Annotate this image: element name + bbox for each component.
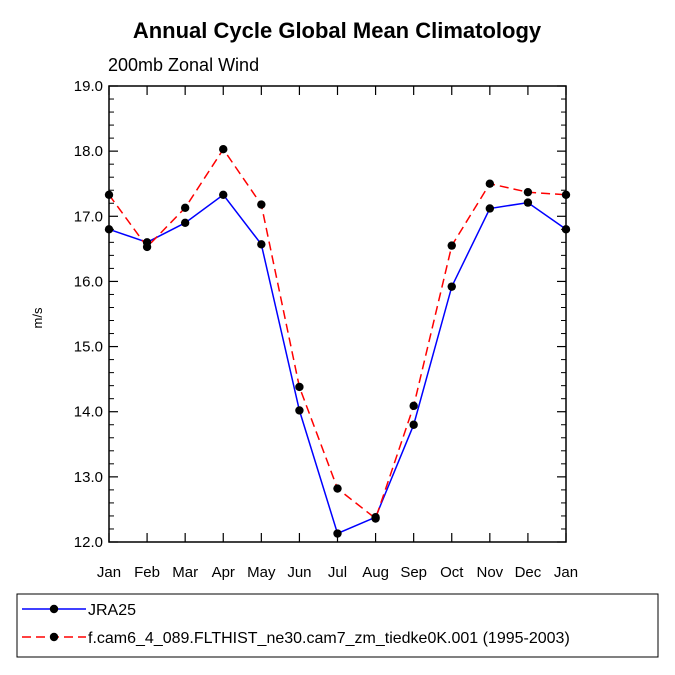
data-point-series-1 — [447, 282, 456, 291]
plot-area-border — [108, 85, 567, 543]
x-tick-label: Jan — [97, 564, 121, 581]
data-point-series-1 — [219, 190, 228, 199]
series-line-2 — [108, 147, 567, 520]
x-tick-label: Apr — [212, 564, 235, 581]
data-point-series-1 — [295, 406, 304, 415]
data-markers — [104, 144, 571, 538]
x-tick-label: Oct — [440, 564, 464, 581]
tick-labels: 12.0 13.0 14.0 15.0 16.0 17.0 18.0 19.0 Jan Feb Ma… — [74, 78, 578, 581]
y-tick-label: 13.0 — [74, 469, 103, 486]
x-tick-label: May — [247, 564, 276, 581]
data-point-series-1 — [257, 240, 266, 249]
data-point-series-2 — [180, 203, 190, 213]
data-point-series-2 — [333, 484, 342, 493]
data-point-series-2 — [257, 200, 266, 209]
legend-marker-series-2 — [49, 632, 59, 642]
data-point-series-2 — [409, 401, 418, 411]
y-tick-label: 12.0 — [74, 534, 103, 551]
y-tick-label: 15.0 — [74, 339, 103, 356]
axis-ticks — [108, 85, 567, 543]
y-tick-label: 18.0 — [74, 143, 103, 160]
data-point-series-2 — [485, 179, 495, 188]
x-tick-label: Sep — [400, 564, 427, 581]
data-point-series-2 — [219, 144, 228, 154]
data-point-series-1 — [180, 218, 190, 227]
series-line-1 — [108, 193, 567, 535]
legend-box — [16, 593, 659, 658]
x-tick-label: Jan — [554, 564, 578, 581]
y-tick-label: 17.0 — [74, 208, 103, 225]
legend-marker-series-1 — [49, 604, 59, 614]
x-tick-label: Jun — [287, 564, 311, 581]
data-point-series-1 — [523, 198, 533, 207]
y-tick-label: 19.0 — [74, 78, 103, 95]
legend-label-series-1: JRA25 — [88, 602, 136, 619]
series-lines — [108, 147, 567, 535]
legend-label-series-2: f.cam6_4_089.FLTHIST_ne30.cam7_zm_tiedke… — [88, 630, 570, 647]
y-axis-label: m/s — [30, 307, 45, 328]
chart-title: Annual Cycle Global Mean Climatology — [133, 18, 542, 43]
x-tick-label: Dec — [515, 564, 542, 581]
y-tick-label: 14.0 — [74, 404, 103, 421]
data-point-series-1 — [485, 204, 495, 213]
x-tick-label: Aug — [362, 564, 389, 581]
legend: JRA25 f.cam6_4_089.FLTHIST_ne30.cam7_zm_t… — [22, 602, 570, 647]
x-tick-label: Jul — [328, 564, 347, 581]
data-point-series-1 — [333, 529, 342, 538]
chart-subtitle: 200mb Zonal Wind — [108, 55, 259, 75]
y-tick-label: 16.0 — [74, 273, 103, 290]
data-point-series-2 — [523, 187, 533, 197]
data-point-series-2 — [295, 382, 304, 392]
data-point-series-2 — [371, 514, 380, 523]
data-point-series-2 — [142, 242, 152, 252]
data-point-series-2 — [447, 241, 456, 250]
x-tick-label: Mar — [172, 564, 198, 581]
data-point-series-1 — [409, 420, 418, 429]
x-tick-label: Nov — [476, 564, 503, 581]
x-tick-label: Feb — [134, 564, 160, 581]
